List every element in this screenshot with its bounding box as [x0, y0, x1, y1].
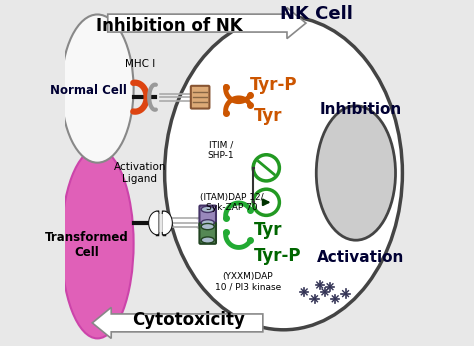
- Text: Activation
Ligand: Activation Ligand: [114, 162, 166, 184]
- Text: Inhibition: Inhibition: [320, 102, 402, 117]
- Ellipse shape: [253, 155, 279, 181]
- Ellipse shape: [201, 206, 214, 212]
- FancyBboxPatch shape: [200, 206, 216, 227]
- Text: Tyr-P: Tyr-P: [254, 247, 301, 265]
- FancyArrow shape: [108, 8, 306, 39]
- Text: Tyr: Tyr: [254, 221, 282, 239]
- Ellipse shape: [164, 16, 402, 330]
- Ellipse shape: [253, 189, 279, 216]
- FancyBboxPatch shape: [191, 86, 210, 109]
- Text: Normal Cell: Normal Cell: [50, 84, 127, 97]
- Polygon shape: [150, 212, 157, 234]
- FancyArrow shape: [92, 307, 263, 338]
- Text: Activation: Activation: [318, 250, 405, 265]
- Ellipse shape: [316, 106, 395, 240]
- Text: (ITAM)DAP 12/
Syk-ZAP 70: (ITAM)DAP 12/ Syk-ZAP 70: [200, 193, 264, 212]
- Text: MHC I: MHC I: [125, 60, 155, 70]
- FancyBboxPatch shape: [200, 223, 216, 244]
- Ellipse shape: [201, 224, 214, 230]
- Text: Transformed
Cell: Transformed Cell: [45, 231, 129, 260]
- Text: Tyr: Tyr: [254, 107, 282, 125]
- Text: Tyr-P: Tyr-P: [250, 76, 297, 94]
- Text: ITIM /
SHP-1: ITIM / SHP-1: [208, 141, 234, 160]
- Ellipse shape: [61, 149, 134, 338]
- Text: Cytotoxicity: Cytotoxicity: [132, 311, 245, 329]
- Polygon shape: [164, 212, 171, 234]
- Text: (YXXM)DAP
10 / PI3 kinase: (YXXM)DAP 10 / PI3 kinase: [215, 272, 281, 291]
- Text: NK Cell: NK Cell: [280, 5, 353, 23]
- Text: Inhibition of NK: Inhibition of NK: [97, 17, 243, 35]
- Ellipse shape: [201, 220, 214, 226]
- Ellipse shape: [201, 237, 214, 243]
- Ellipse shape: [61, 15, 134, 163]
